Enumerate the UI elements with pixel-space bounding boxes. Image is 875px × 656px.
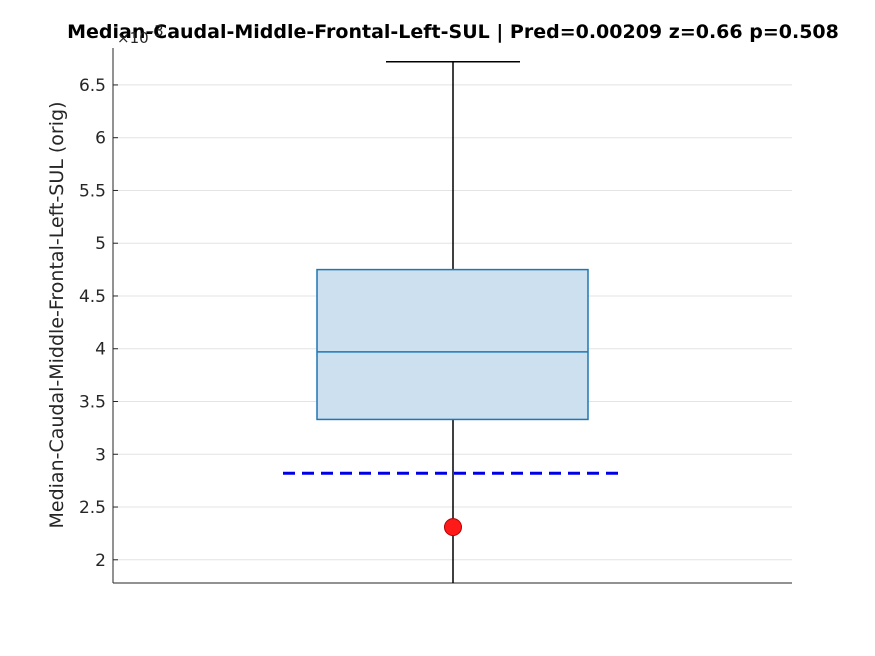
y-tick-label: 4 xyxy=(95,340,106,360)
y-tick-label: 2 xyxy=(95,551,106,571)
iqr-box xyxy=(316,268,589,421)
y-ticks: 2 2.5 3 3.5 4 4.5 5 5.5 6 6.5 xyxy=(79,76,118,571)
y-tick-label: 6.5 xyxy=(79,76,106,96)
y-exponent-power: -3 xyxy=(149,22,164,40)
y-tick-label: 5.5 xyxy=(79,181,106,201)
y-tick-label: 3.5 xyxy=(79,393,106,413)
y-tick-label: 2.5 xyxy=(79,498,106,518)
y-tick-label: 4.5 xyxy=(79,287,106,307)
y-exponent-label: ×10-3 xyxy=(117,22,164,47)
y-tick-label: 5 xyxy=(95,234,106,254)
plot-marks xyxy=(283,60,622,583)
chart-title: Median-Caudal-Middle-Frontal-Left-SUL | … xyxy=(67,21,839,43)
y-axis-label: Median-Caudal-Middle-Frontal-Left-SUL (o… xyxy=(46,102,68,529)
y-tick-label: 3 xyxy=(95,445,106,465)
y-exponent-base: ×10 xyxy=(117,29,149,47)
prediction-point xyxy=(444,518,462,537)
y-tick-label: 6 xyxy=(95,129,106,149)
